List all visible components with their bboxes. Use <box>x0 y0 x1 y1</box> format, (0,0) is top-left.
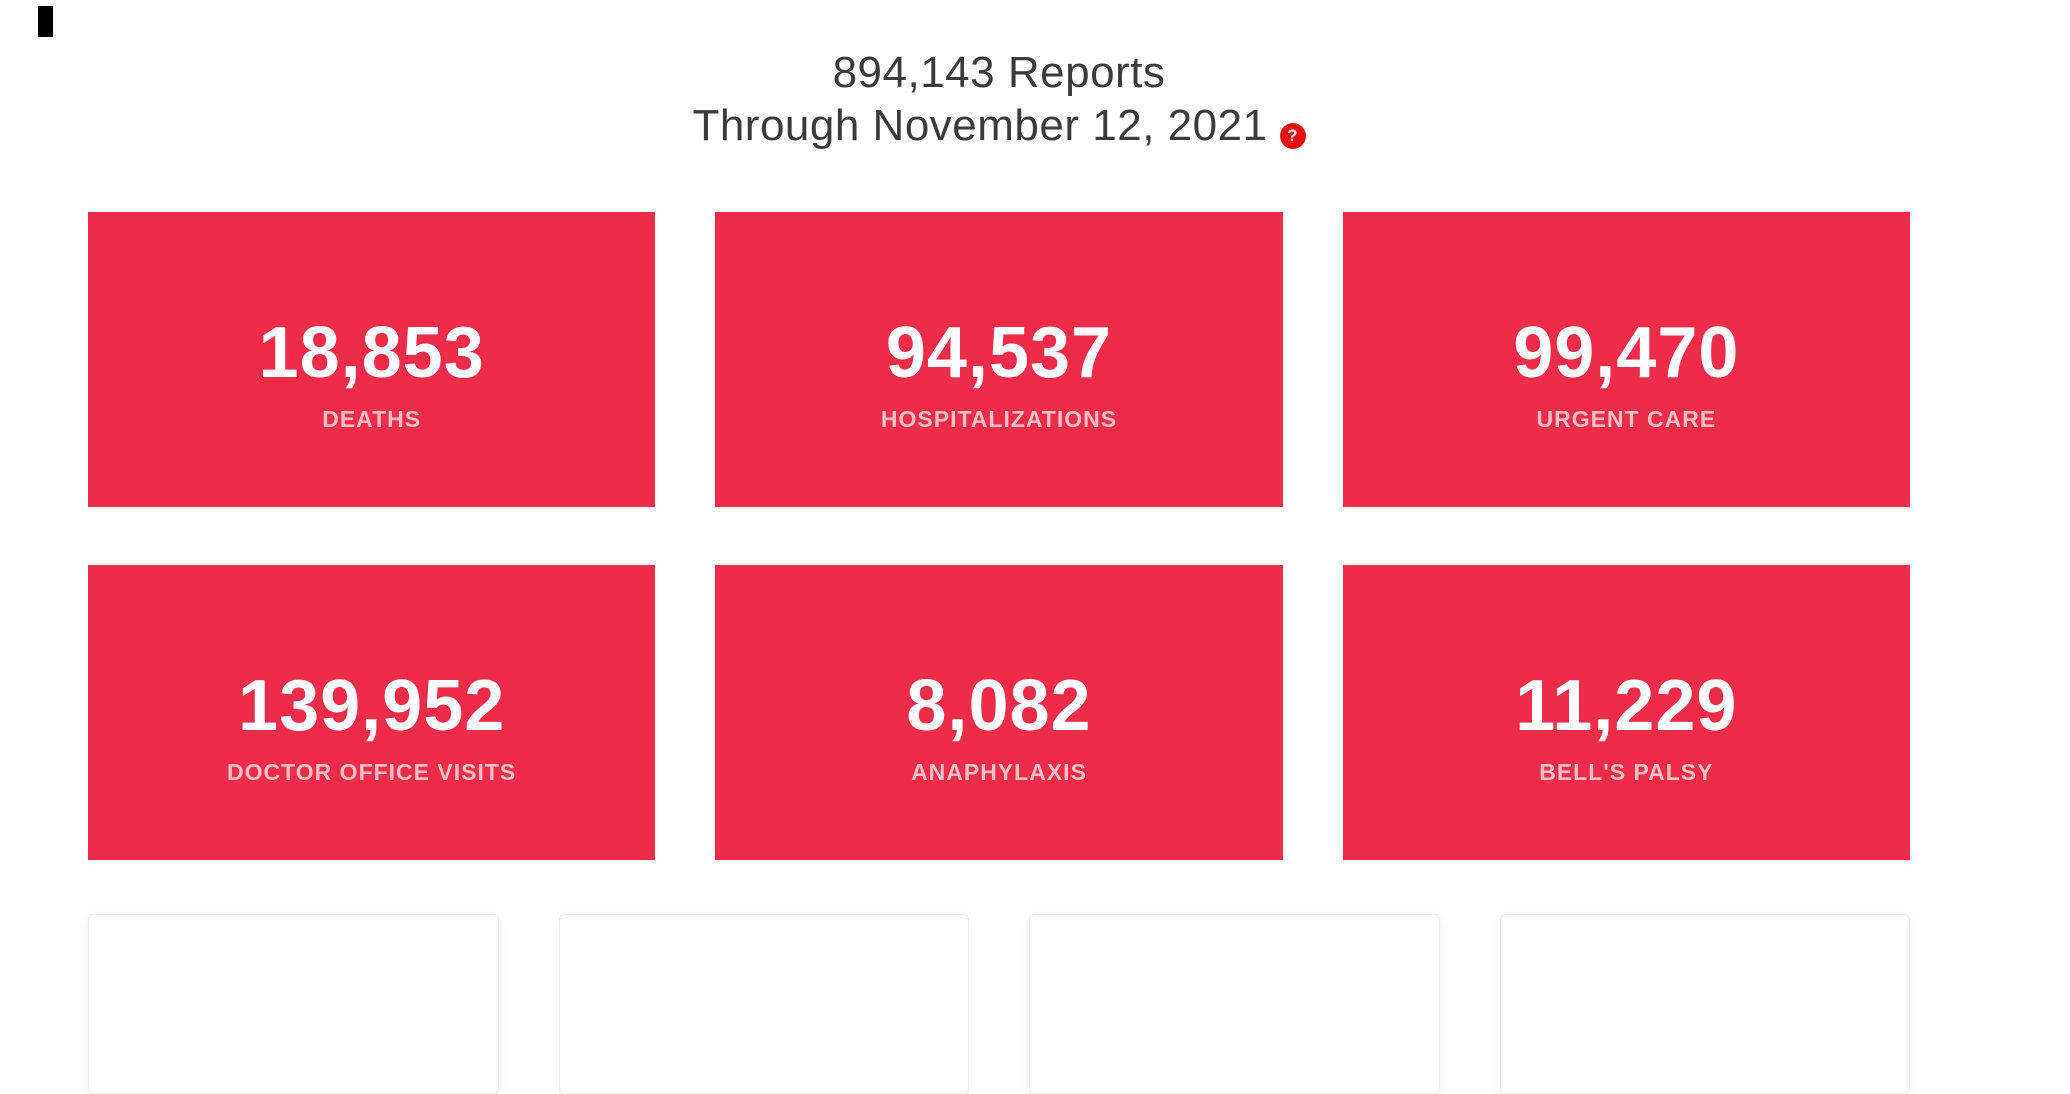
stat-label: URGENT CARE <box>1536 406 1717 433</box>
stat-value: 8,082 <box>906 665 1092 746</box>
stats-grid: 18,853 DEATHS 94,537 HOSPITALIZATIONS 99… <box>88 212 1910 860</box>
stat-value: 11,229 <box>1515 665 1738 746</box>
stat-card-urgent-care[interactable]: 99,470 URGENT CARE <box>1342 212 1910 507</box>
reports-date-line: Through November 12, 2021? <box>88 99 1910 152</box>
stat-card-hospitalizations[interactable]: 94,537 HOSPITALIZATIONS <box>715 212 1283 507</box>
partial-card <box>1029 914 1440 1094</box>
stat-card-deaths[interactable]: 18,853 DEATHS <box>88 212 656 507</box>
stat-label: ANAPHYLAXIS <box>911 759 1087 786</box>
stat-label: DOCTOR OFFICE VISITS <box>227 759 517 786</box>
partial-card <box>1499 914 1910 1094</box>
partial-card <box>88 914 499 1094</box>
stat-value: 139,952 <box>238 665 506 746</box>
stat-label: BELL'S PALSY <box>1539 759 1714 786</box>
reports-count-title: 894,143 Reports <box>832 48 1166 97</box>
stat-card-bells-palsy[interactable]: 11,229 BELL'S PALSY <box>1342 565 1910 860</box>
partial-card <box>558 914 969 1094</box>
report-summary-header: 894,143 Reports Through November 12, 202… <box>88 0 1910 152</box>
stat-value: 99,470 <box>1513 312 1740 393</box>
reports-date-text: Through November 12, 2021 <box>692 101 1268 150</box>
stat-value: 18,853 <box>258 312 485 393</box>
cursor-artifact-marker <box>38 6 53 37</box>
stat-label: HOSPITALIZATIONS <box>880 406 1118 433</box>
dashboard-container: 894,143 Reports Through November 12, 202… <box>88 0 1910 1094</box>
bottom-card-row <box>88 914 1910 1094</box>
help-question-icon[interactable]: ? <box>1279 122 1306 149</box>
stat-card-anaphylaxis[interactable]: 8,082 ANAPHYLAXIS <box>715 565 1283 860</box>
stat-card-doctor-office-visits[interactable]: 139,952 DOCTOR OFFICE VISITS <box>88 565 656 860</box>
stat-label: DEATHS <box>322 406 422 433</box>
stat-value: 94,537 <box>885 312 1113 393</box>
